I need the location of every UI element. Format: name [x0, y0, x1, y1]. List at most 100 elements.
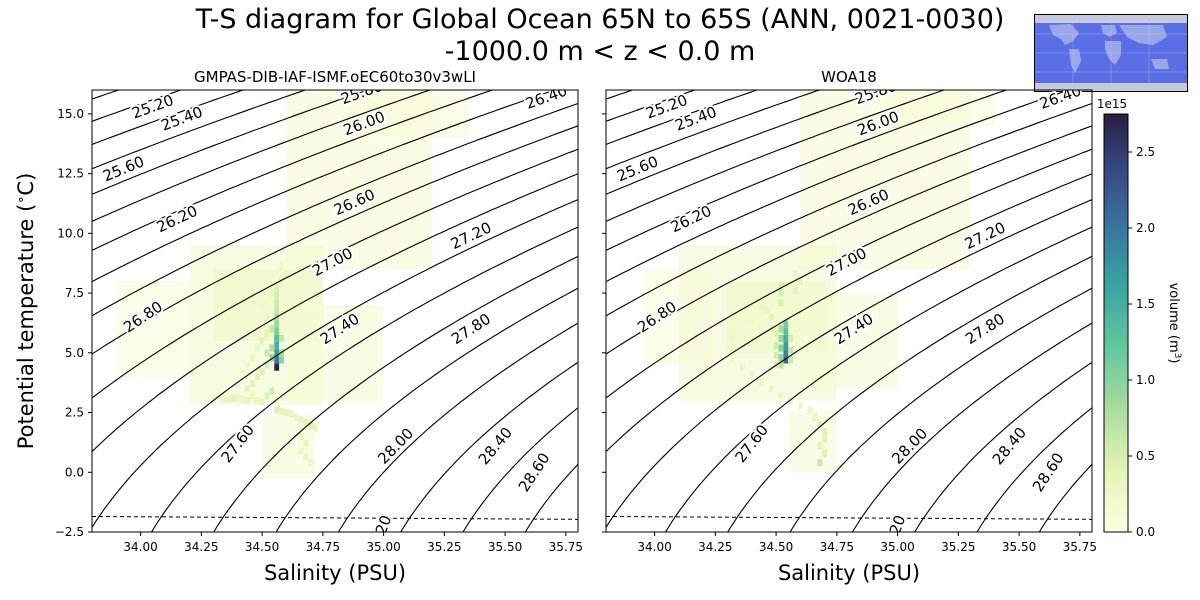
density-contour [851, 322, 1092, 532]
volume-cell [783, 349, 789, 357]
volume-cell [298, 447, 304, 455]
colorbar-tick-label: 2.0 [1136, 221, 1155, 235]
volume-region [885, 90, 995, 126]
volume-cell [249, 354, 255, 362]
volume-cell [269, 387, 275, 395]
volume-cell [235, 394, 241, 402]
volume-cell [778, 344, 784, 352]
density-contour [606, 90, 635, 100]
volume-cell [308, 459, 314, 467]
density-contour [606, 19, 667, 38]
x-tick-label: 35.00 [880, 540, 914, 554]
contour-label: 25.60 [100, 152, 147, 185]
density-contour [606, 18, 792, 77]
contour-label: 27.80 [962, 310, 1008, 348]
volume-cell [259, 398, 265, 406]
density-contour [275, 287, 578, 532]
density-contour [789, 287, 1092, 532]
volume-cell [313, 424, 318, 432]
volume-cell [288, 410, 294, 418]
y-tick-label: 5.0 [65, 346, 84, 360]
volume-cell [279, 407, 284, 415]
volume-cell [817, 459, 823, 467]
volume-cell [797, 401, 803, 409]
volume-region [642, 269, 716, 365]
density-contour [976, 407, 1092, 532]
y-tick-label: 15.0 [57, 107, 84, 121]
volume-cell [729, 354, 735, 362]
density-contour [1076, 549, 1092, 589]
volume-cell [274, 327, 280, 335]
y-axis-label-unit: C) [14, 173, 38, 196]
volume-cell [264, 392, 270, 400]
x-tick-label: 35.25 [427, 540, 461, 554]
volume-cell [274, 349, 280, 357]
freezing-line [606, 515, 1092, 520]
volume-cell [778, 282, 784, 290]
contour-label: 28.00 [374, 424, 417, 467]
volume-cell [220, 394, 226, 402]
volume-cell [259, 368, 265, 376]
density-contour [92, 19, 214, 57]
x-tick-label: 34.50 [245, 540, 279, 554]
contour-label: 26.20 [154, 202, 201, 237]
density-contour [606, 148, 1092, 399]
volume-cell [274, 406, 280, 414]
contour-label: 28.60 [1029, 449, 1068, 495]
volume-cell [298, 432, 304, 441]
density-contour [606, 90, 697, 122]
colorbar-tick-label: 1.5 [1136, 297, 1155, 311]
volume-cell [279, 277, 284, 285]
density-contour [92, 90, 370, 195]
volume-cell [773, 342, 779, 350]
density-contour [606, 173, 1092, 452]
volume-cell [778, 299, 784, 307]
volume-cell [778, 361, 784, 369]
volume-cell [269, 344, 275, 352]
x-tick-label: 34.00 [637, 540, 671, 554]
y-tick-label: 7.5 [65, 286, 84, 300]
volume-cell [817, 420, 823, 429]
volume-cell [778, 289, 784, 297]
colorbar-label-text: volume (m [1166, 283, 1181, 353]
volume-cell [783, 334, 789, 343]
density-contour [606, 90, 1071, 283]
density-contour [92, 199, 578, 528]
density-contour [92, 148, 578, 399]
figure-subtitle: -1000.0 m < z < 0.0 m [444, 36, 756, 67]
density-contour [337, 322, 578, 532]
volume-cell [303, 418, 309, 426]
colorbar-label-sup: 3 [1172, 353, 1182, 359]
volume-cell [279, 334, 284, 343]
x-tick-label: 34.25 [184, 540, 218, 554]
axes-frame [91, 89, 579, 533]
volume-region [286, 305, 384, 401]
density-contour [92, 125, 578, 355]
volume-cell [215, 392, 221, 400]
density-contour [92, 173, 578, 452]
volume-cell [240, 395, 246, 403]
volume-cell [783, 320, 789, 328]
volume-cell [274, 299, 280, 307]
volume-cell [259, 301, 265, 309]
volume-cell [768, 385, 774, 393]
subplot-title: WOA18 [821, 68, 877, 86]
colorbar-label: volume (m3) [1166, 283, 1182, 364]
density-contour [92, 19, 153, 38]
volume-cell [763, 306, 769, 314]
colorbar-tick-label: 1.0 [1136, 373, 1155, 387]
volume-cell [783, 342, 789, 350]
volume-cell [739, 325, 745, 333]
contour-label: 28.40 [475, 424, 516, 469]
contour-label: 28.00 [888, 424, 931, 467]
volume-cell [725, 344, 730, 352]
volume-cell [778, 354, 784, 362]
volume-cell [822, 428, 828, 436]
volume-cell [303, 440, 309, 448]
density-contour [400, 361, 578, 532]
volume-cell [822, 449, 828, 457]
volume-cell [274, 334, 280, 343]
density-contour [562, 549, 578, 589]
x-tick-label: 34.75 [820, 540, 854, 554]
